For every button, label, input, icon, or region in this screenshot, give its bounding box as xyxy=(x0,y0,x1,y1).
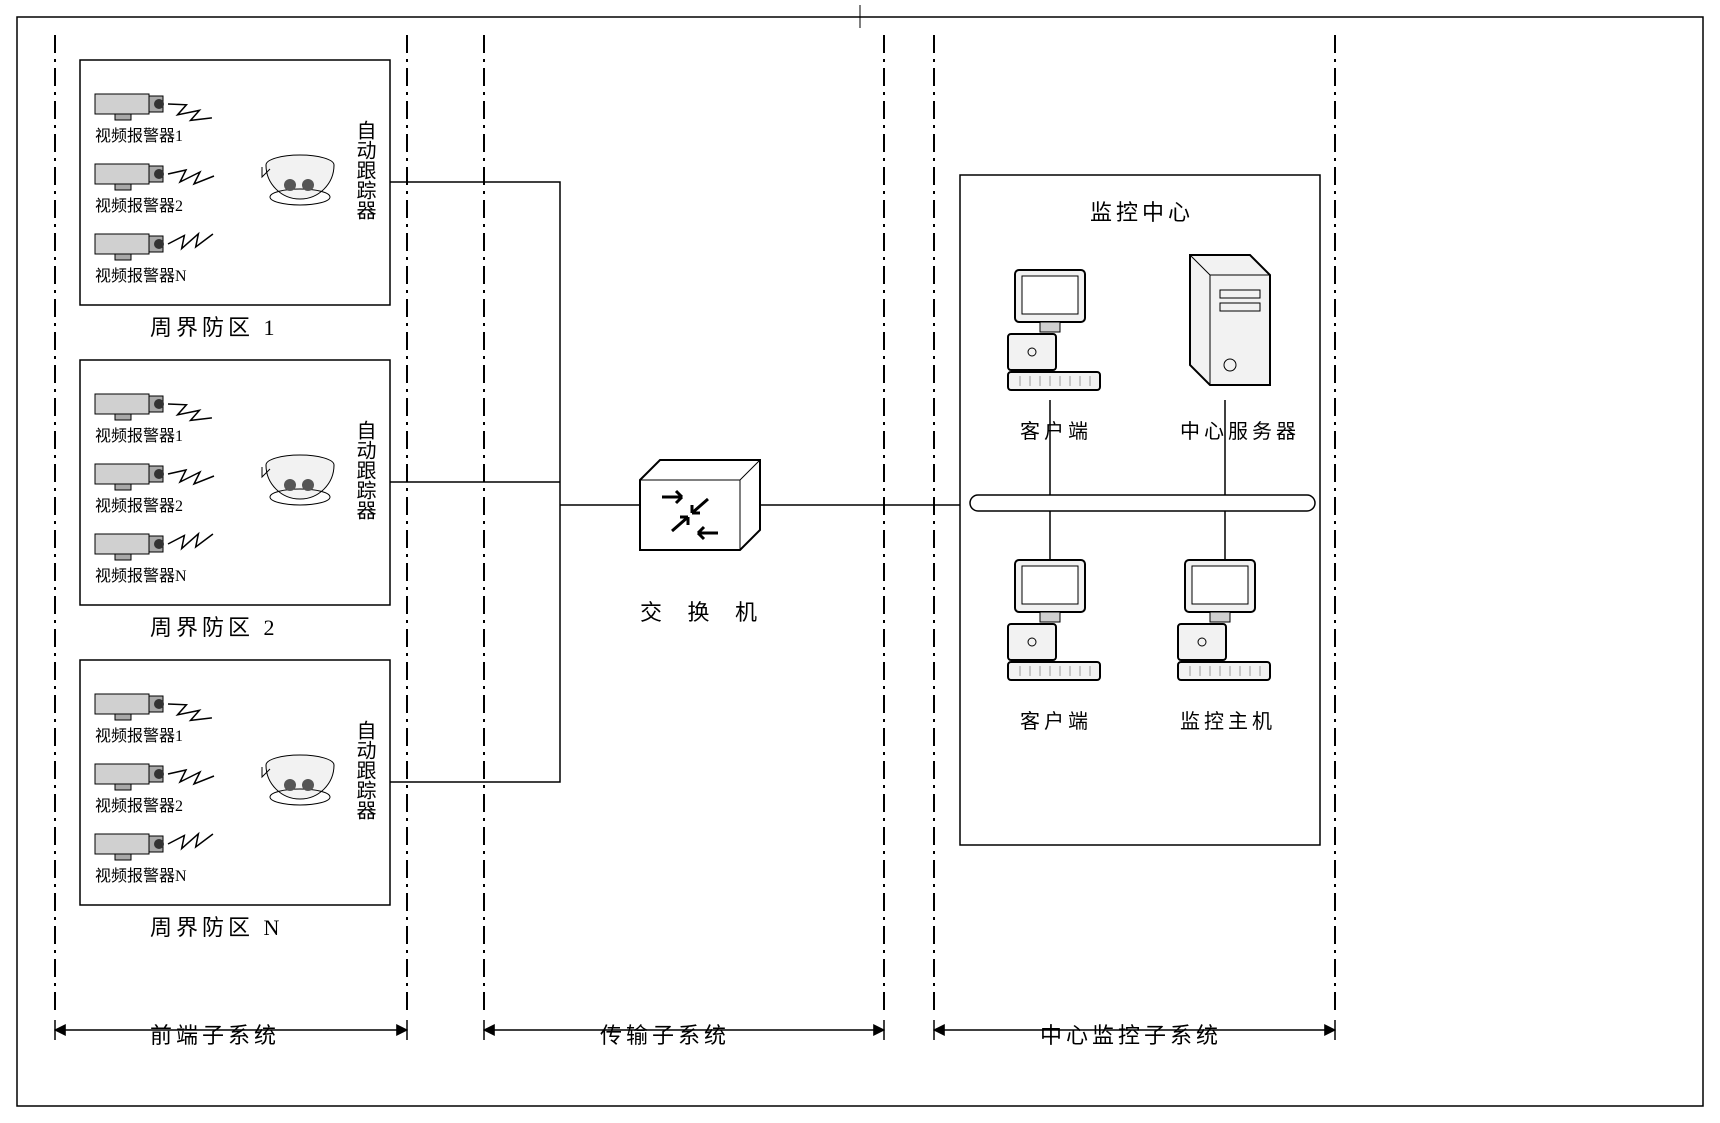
cam-label: 视频报警器N xyxy=(95,262,187,286)
center-title: 监控中心 xyxy=(1090,195,1194,227)
section-center-label: 中心监控子系统 xyxy=(1040,1018,1222,1050)
zone2-label: 周界防区 2 xyxy=(150,610,279,642)
zones xyxy=(80,60,390,905)
section-dividers xyxy=(55,35,1335,1010)
host-label: 监控主机 xyxy=(1180,705,1276,734)
section-front-label: 前端子系统 xyxy=(150,1018,280,1050)
dome-label: 自动跟踪器 xyxy=(350,420,379,520)
client-bottom-icon xyxy=(1008,560,1100,680)
cam-label: 视频报警器2 xyxy=(95,492,183,516)
server-label: 中心服务器 xyxy=(1180,415,1300,444)
client-bottom-label: 客户端 xyxy=(1020,705,1092,734)
cam-label: 视频报警器1 xyxy=(95,122,183,146)
cam-label: 视频报警器N xyxy=(95,862,187,886)
zoneN-label: 周界防区 N xyxy=(150,910,283,942)
client-top-label: 客户端 xyxy=(1020,415,1092,444)
client-top-icon xyxy=(1008,270,1100,390)
cam-label: 视频报警器N xyxy=(95,562,187,586)
cam-label: 视频报警器2 xyxy=(95,792,183,816)
zone1-label: 周界防区 1 xyxy=(150,310,279,342)
switch-label: 交 换 机 xyxy=(640,595,767,627)
diagram-root: { "colors": { "stroke":"#000000", "fill_… xyxy=(0,0,1720,1123)
server-icon xyxy=(1190,255,1270,385)
dome-label: 自动跟踪器 xyxy=(350,720,379,820)
dome-label: 自动跟踪器 xyxy=(350,120,379,220)
outer-border xyxy=(17,17,1703,1106)
switch-icon xyxy=(640,460,760,550)
host-icon xyxy=(1178,560,1270,680)
bus xyxy=(970,495,1315,511)
svg-layer xyxy=(0,0,1720,1123)
cam-label: 视频报警器1 xyxy=(95,422,183,446)
cam-label: 视频报警器1 xyxy=(95,722,183,746)
wires xyxy=(390,182,960,782)
section-transport-label: 传输子系统 xyxy=(600,1018,730,1050)
center-box xyxy=(960,175,1320,845)
cam-label: 视频报警器2 xyxy=(95,192,183,216)
